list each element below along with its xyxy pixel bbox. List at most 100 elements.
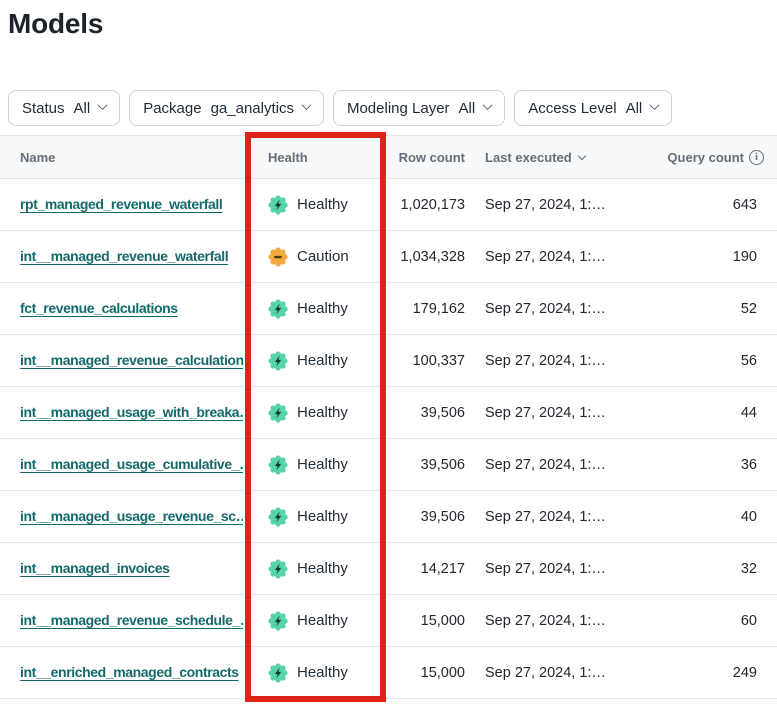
last-executed: Sep 27, 2024, 1:… — [485, 404, 606, 421]
name-cell: int__managed_usage_cumulative_… — [0, 456, 243, 473]
health-label: Healthy — [297, 456, 348, 473]
model-link[interactable]: int__managed_invoices — [20, 560, 170, 576]
health-badge-icon — [268, 402, 288, 423]
model-link[interactable]: rpt_managed_revenue_waterfall — [20, 196, 223, 212]
query-count: 32 — [740, 560, 757, 577]
table-row: int__managed_invoices — [0, 543, 777, 595]
health-badge-icon — [268, 662, 288, 683]
table-row: int__managed_usage_cumulative_… — [0, 439, 777, 491]
name-cell: fct_revenue_calculations — [0, 300, 243, 317]
lightning-bolt-icon — [274, 511, 282, 522]
last-executed: Sep 27, 2024, 1:… — [485, 508, 606, 525]
health-cell: Healthy — [243, 454, 383, 475]
health-badge-icon — [268, 610, 288, 631]
chevron-down-icon — [649, 100, 660, 111]
health-badge-icon — [268, 298, 288, 319]
query-count: 40 — [740, 508, 757, 525]
filter-status-label: Status — [22, 99, 65, 117]
health-badge-icon — [268, 350, 288, 371]
table-row: int__managed_revenue_waterfall — [0, 231, 777, 283]
health-badge-icon — [268, 454, 288, 475]
filter-status-value: All — [73, 99, 91, 117]
column-header-query-count-label: Query count — [667, 149, 744, 165]
info-icon[interactable]: i — [749, 149, 764, 165]
last-executed: Sep 27, 2024, 1:… — [485, 612, 606, 629]
query-count: 249 — [732, 664, 757, 681]
health-label: Healthy — [297, 612, 348, 629]
health-label: Healthy — [297, 508, 348, 525]
health-cell: Healthy — [243, 558, 383, 579]
health-cell: Healthy — [243, 298, 383, 319]
model-link[interactable]: int__managed_revenue_schedule_… — [20, 612, 243, 628]
model-link[interactable]: int__managed_revenue_waterfall — [20, 248, 229, 264]
health-badge-icon — [268, 194, 288, 215]
last-executed: Sep 27, 2024, 1:… — [485, 456, 606, 473]
health-label: Healthy — [297, 560, 348, 577]
table-header-row: Name Health Row count Last executed Quer… — [0, 135, 777, 179]
filter-bar: Status All Package ga_analytics Modeling… — [8, 90, 673, 126]
table-row: int__managed_revenue_schedule_… — [0, 595, 777, 647]
row-count: 14,217 — [420, 560, 465, 577]
table-body: rpt_managed_revenue_waterfall — [0, 179, 777, 699]
query-count: 643 — [732, 196, 757, 213]
filter-package[interactable]: Package ga_analytics — [129, 90, 324, 126]
query-count: 60 — [740, 612, 757, 629]
table-row: rpt_managed_revenue_waterfall — [0, 179, 777, 231]
column-header-last-executed[interactable]: Last executed — [465, 150, 615, 165]
model-link[interactable]: int__managed_usage_with_breaka… — [20, 404, 243, 420]
name-cell: int__enriched_managed_contracts — [0, 664, 243, 681]
row-count: 39,506 — [420, 456, 465, 473]
health-cell: Healthy — [243, 506, 383, 527]
model-link[interactable]: int__managed_usage_cumulative_… — [20, 456, 243, 472]
lightning-bolt-icon — [274, 199, 282, 210]
filter-access-level[interactable]: Access Level All — [514, 90, 673, 126]
filter-status[interactable]: Status All — [8, 90, 121, 126]
query-count: 36 — [740, 456, 757, 473]
page-title: Models — [8, 8, 104, 39]
table-row: int__enriched_managed_contracts — [0, 647, 777, 699]
filter-access-level-label: Access Level — [528, 99, 617, 117]
query-count: 56 — [740, 352, 757, 369]
filter-modeling-layer[interactable]: Modeling Layer All — [332, 90, 506, 126]
health-badge-icon — [268, 558, 288, 579]
health-cell: Healthy — [243, 350, 383, 371]
chevron-down-icon — [97, 100, 108, 111]
health-label: Healthy — [297, 352, 348, 369]
column-header-health: Health — [268, 149, 308, 165]
lightning-bolt-icon — [274, 303, 282, 314]
lightning-bolt-icon — [274, 615, 282, 626]
health-label: Healthy — [297, 196, 348, 213]
query-count: 190 — [732, 248, 757, 265]
sort-chevron-down-icon — [577, 151, 586, 160]
health-badge-icon — [268, 246, 288, 267]
filter-modeling-layer-label: Modeling Layer — [346, 99, 450, 117]
row-count: 15,000 — [420, 612, 465, 629]
lightning-bolt-icon — [274, 355, 282, 366]
name-cell: rpt_managed_revenue_waterfall — [0, 196, 243, 213]
last-executed: Sep 27, 2024, 1:… — [485, 248, 606, 265]
name-cell: int__managed_usage_with_breaka… — [0, 404, 243, 421]
row-count: 100,337 — [412, 352, 465, 369]
model-link[interactable]: int__enriched_managed_contracts — [20, 664, 239, 680]
last-executed: Sep 27, 2024, 1:… — [485, 300, 606, 317]
health-cell: Caution — [243, 246, 383, 267]
models-page: Models Status All Package ga_analytics M… — [0, 8, 777, 711]
row-count: 1,034,328 — [400, 248, 465, 265]
health-label: Healthy — [297, 300, 348, 317]
health-cell: Healthy — [243, 402, 383, 423]
name-cell: int__managed_revenue_waterfall — [0, 248, 243, 265]
model-link[interactable]: int__managed_usage_revenue_sc… — [20, 508, 243, 524]
chevron-down-icon — [482, 100, 493, 111]
table-row: fct_revenue_calculations — [0, 283, 777, 335]
model-link[interactable]: fct_revenue_calculations — [20, 300, 178, 316]
column-header-query-count: Query count i — [615, 149, 777, 165]
filter-modeling-layer-value: All — [458, 99, 476, 117]
lightning-bolt-icon — [274, 407, 282, 418]
name-cell: int__managed_usage_revenue_sc… — [0, 508, 243, 525]
table-row: int__managed_usage_revenue_sc… — [0, 491, 777, 543]
filter-access-level-value: All — [625, 99, 643, 117]
model-link[interactable]: int__managed_revenue_calculations — [20, 352, 243, 368]
health-label: Healthy — [297, 404, 348, 421]
lightning-bolt-icon — [274, 459, 282, 470]
health-cell: Healthy — [243, 194, 383, 215]
